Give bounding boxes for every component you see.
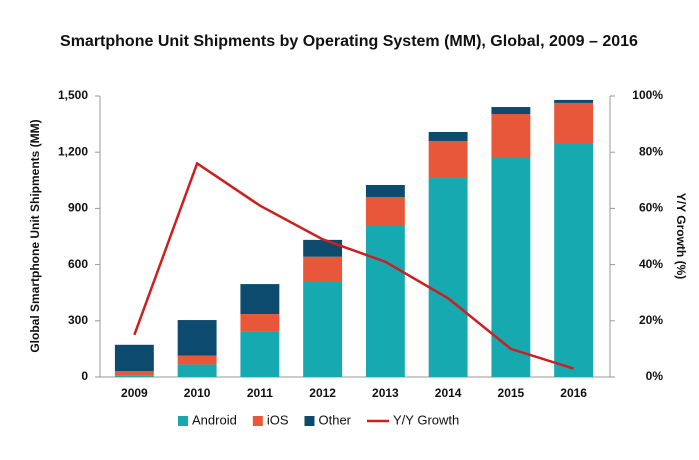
bar-segment — [177, 355, 217, 365]
bar-segment — [114, 344, 154, 372]
bar-segment — [240, 314, 280, 332]
x-tick-label: 2014 — [435, 386, 462, 400]
y2-tick-label: 20% — [639, 313, 663, 327]
bar-segment — [365, 226, 405, 377]
growth-line — [133, 161, 574, 370]
bar-segment — [303, 239, 343, 257]
chart-title: Smartphone Unit Shipments by Operating S… — [60, 33, 638, 50]
y-tick-label: 0 — [81, 369, 88, 383]
y-tick-label: 1,500 — [58, 88, 88, 102]
x-tick-label: 2011 — [247, 386, 273, 400]
y2-tick-label: 60% — [639, 201, 663, 215]
bar-segment — [177, 364, 217, 377]
legend-label: Y/Y Growth — [393, 412, 459, 427]
bar-segment — [365, 184, 405, 197]
y-tick-label: 1,200 — [58, 144, 88, 158]
x-tick-label: 2009 — [121, 386, 148, 400]
bar-segment — [428, 178, 468, 377]
bar-segment — [491, 158, 531, 377]
y-tick-label: 300 — [68, 313, 88, 327]
bar-segment — [554, 143, 594, 377]
bar-segment — [114, 375, 154, 377]
y2-tick-label: 100% — [632, 88, 663, 102]
y2-axis-title: Y/Y Growth (%) — [674, 193, 688, 279]
legend-label: Other — [318, 412, 351, 427]
x-tick-label: 2013 — [372, 386, 399, 400]
bar-segment — [365, 196, 405, 227]
bar-segment — [114, 371, 154, 376]
bar-segment — [428, 140, 468, 179]
legend-label: iOS — [267, 412, 289, 427]
x-tick-label: 2012 — [309, 386, 336, 400]
bar-segment — [240, 284, 280, 315]
legend-swatch — [178, 416, 188, 426]
legend-swatch — [252, 416, 263, 426]
x-tick-label: 2010 — [184, 386, 211, 400]
y-tick-label: 600 — [68, 257, 88, 271]
bar-segment — [177, 320, 217, 356]
y2-tick-label: 0% — [646, 369, 664, 383]
y2-tick-label: 80% — [639, 144, 663, 158]
bar-segment — [240, 331, 280, 377]
bar-segment — [428, 131, 468, 141]
x-tick-label: 2015 — [498, 386, 525, 400]
bar-segment — [303, 282, 343, 377]
y-tick-label: 900 — [68, 201, 88, 215]
x-tick-label: 2016 — [560, 386, 587, 400]
legend-swatch — [304, 416, 315, 426]
y-axis-title: Global Smartphone Unit Shipments (MM) — [28, 119, 42, 352]
bar-segment — [491, 107, 531, 114]
y2-tick-label: 40% — [639, 257, 663, 271]
bar-segment — [303, 256, 343, 283]
bar-segment — [554, 99, 594, 103]
bar-segment — [491, 113, 531, 159]
bar-segment — [554, 102, 594, 144]
legend-label: Android — [192, 412, 237, 427]
